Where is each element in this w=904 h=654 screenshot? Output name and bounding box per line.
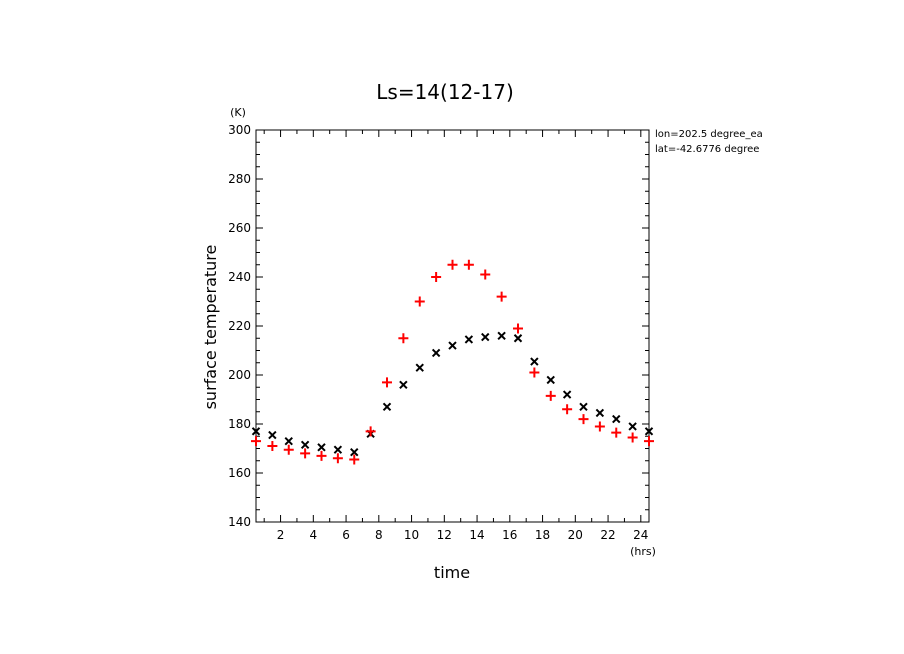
black-x-point xyxy=(268,430,277,440)
x-unit-label: (hrs) xyxy=(630,545,656,558)
x-tick-label: 10 xyxy=(404,528,419,542)
y-tick-label: 180 xyxy=(228,417,251,431)
black-x-point xyxy=(464,335,474,344)
red-plus-point xyxy=(594,421,605,432)
red-plus-point xyxy=(447,259,458,270)
black-x-point xyxy=(399,380,408,390)
red-plus-point xyxy=(480,269,491,280)
x-tick-label: 22 xyxy=(600,528,615,542)
black-x-point xyxy=(448,341,457,350)
red-plus-point xyxy=(414,296,425,307)
y-unit-label: (K) xyxy=(230,106,246,119)
red-plus-point xyxy=(545,390,556,401)
black-x-point xyxy=(284,436,293,446)
red-plus-point xyxy=(398,333,409,344)
black-x-point xyxy=(431,348,441,358)
y-tick-label: 280 xyxy=(228,172,251,186)
annotation-lat: lat=-42.6776 degree xyxy=(655,144,759,155)
red-plus-point xyxy=(267,441,278,452)
black-x-point xyxy=(300,440,310,450)
y-tick-label: 200 xyxy=(228,368,251,382)
chart-title: Ls=14(12-17) xyxy=(376,80,514,104)
plot-frame xyxy=(255,129,650,523)
red-plus-point xyxy=(300,448,311,459)
black-x-point xyxy=(251,427,261,436)
red-plus-point xyxy=(529,367,540,378)
black-x-point xyxy=(612,414,621,424)
red-plus-point xyxy=(562,404,573,415)
x-axis-label: time xyxy=(434,563,470,582)
red-plus-point xyxy=(513,323,523,334)
black-x-point xyxy=(415,363,424,372)
red-plus-point xyxy=(611,427,622,438)
x-tick-label: 2 xyxy=(277,528,285,542)
red-plus-point xyxy=(644,436,654,447)
x-tick-label: 4 xyxy=(309,528,317,542)
black-x-point xyxy=(350,447,359,457)
x-tick-label: 16 xyxy=(502,528,517,542)
y-tick-label: 240 xyxy=(228,270,251,284)
x-tick-label: 24 xyxy=(633,528,648,542)
black-x-point xyxy=(579,402,588,412)
red-plus-point xyxy=(332,453,343,464)
y-axis-label: surface temperature xyxy=(201,245,220,410)
black-x-point xyxy=(513,334,523,343)
red-plus-point xyxy=(627,432,638,443)
x-tick-label: 18 xyxy=(535,528,550,542)
y-tick-label: 160 xyxy=(228,466,251,480)
y-tick-label: 140 xyxy=(228,515,251,529)
red-plus-point xyxy=(316,450,327,461)
red-plus-point xyxy=(496,291,507,302)
black-x-point xyxy=(497,331,506,341)
black-x-point xyxy=(546,375,555,385)
x-tick-label: 8 xyxy=(375,528,383,542)
black-x-point xyxy=(562,390,572,399)
black-x-point xyxy=(382,402,392,412)
red-plus-point xyxy=(283,444,294,455)
y-tick-label: 260 xyxy=(228,221,251,235)
black-x-point xyxy=(628,422,637,431)
x-tick-label: 6 xyxy=(342,528,350,542)
red-plus-point xyxy=(349,454,360,465)
red-plus-point xyxy=(382,377,392,388)
x-tick-label: 14 xyxy=(469,528,484,542)
black-x-point xyxy=(530,357,539,366)
red-plus-point xyxy=(431,272,442,282)
x-tick-label: 12 xyxy=(437,528,452,542)
black-x-point xyxy=(644,427,654,436)
y-tick-label: 220 xyxy=(228,319,251,333)
red-plus-point xyxy=(251,436,261,447)
x-tick-label: 20 xyxy=(568,528,583,542)
black-x-point xyxy=(317,443,326,452)
black-x-point xyxy=(333,445,343,454)
red-plus-point xyxy=(578,414,589,425)
red-plus-point xyxy=(365,426,376,437)
red-plus-point xyxy=(463,259,474,270)
black-x-point xyxy=(481,332,490,342)
y-tick-label: 300 xyxy=(228,123,251,137)
black-x-point xyxy=(595,408,605,418)
annotation-lon: lon=202.5 degree_ea xyxy=(655,129,763,140)
